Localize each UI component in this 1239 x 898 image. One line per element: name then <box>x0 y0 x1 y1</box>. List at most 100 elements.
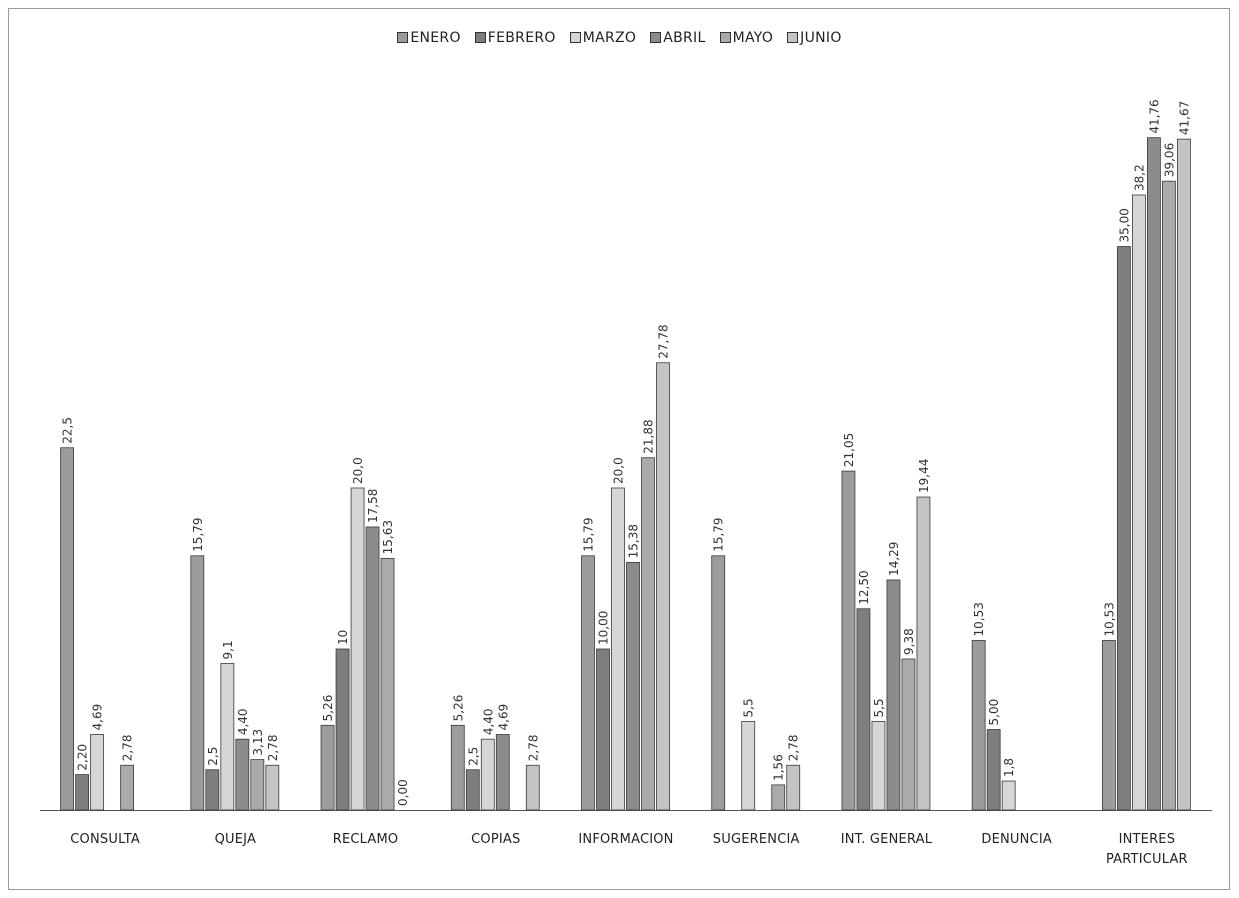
legend-label: ENERO <box>410 30 461 46</box>
legend-item-junio: JUNIO <box>787 30 842 46</box>
data-label: 15,63 <box>381 520 395 554</box>
data-label: 15,79 <box>582 517 596 551</box>
bar-enero <box>60 447 75 811</box>
bar-junio <box>1176 138 1191 811</box>
bar-enero <box>711 555 726 811</box>
data-label: 2,78 <box>526 735 540 762</box>
legend-label: JUNIO <box>800 30 842 46</box>
bar-enero <box>971 640 986 811</box>
bar-mayo <box>771 784 786 811</box>
category-label: DENUNCIA <box>981 832 1052 847</box>
data-label: 2,5 <box>206 747 220 766</box>
bar-marzo <box>480 738 495 811</box>
bar-abril <box>886 579 901 811</box>
bar-marzo <box>611 487 625 811</box>
legend-swatch <box>787 31 799 43</box>
data-label: 4,69 <box>496 704 510 731</box>
category-label: SUGERENCIA <box>713 832 800 847</box>
chart-legend: ENERO FEBRERO MARZO ABRIL MAYO JUNIO <box>0 30 1239 46</box>
data-label: 0,00 <box>396 779 410 806</box>
legend-swatch <box>474 31 486 43</box>
legend-item-mayo: MAYO <box>719 30 774 46</box>
data-label: 17,58 <box>366 489 380 523</box>
bar-mayo <box>1161 180 1176 811</box>
bar-febrero <box>1116 246 1131 811</box>
bar-abril <box>235 738 250 811</box>
legend-label: ABRIL <box>663 30 706 46</box>
data-label: 5,00 <box>987 699 1001 726</box>
data-label: 9,38 <box>902 628 916 655</box>
bar-febrero <box>205 769 220 811</box>
data-label: 4,40 <box>481 708 495 735</box>
bar-marzo <box>350 487 365 811</box>
bar-febrero <box>75 774 90 811</box>
bar-enero <box>190 555 205 811</box>
data-label: 21,05 <box>842 433 856 467</box>
bar-enero <box>450 724 465 811</box>
data-label: 15,79 <box>191 517 205 551</box>
bar-mayo <box>250 759 265 811</box>
data-label: 10 <box>336 630 350 645</box>
legend-swatch <box>569 31 581 43</box>
data-label: 15,79 <box>712 517 726 551</box>
bar-junio <box>525 764 540 811</box>
legend-swatch <box>719 31 731 43</box>
data-label: 1,56 <box>772 754 786 781</box>
bar-mayo <box>641 457 655 811</box>
bar-junio <box>786 764 801 811</box>
data-label: 27,78 <box>657 324 671 358</box>
chart-frame <box>8 8 1230 890</box>
data-label: 5,5 <box>872 698 886 717</box>
data-label: 41,67 <box>1177 101 1191 135</box>
bar-enero <box>320 724 335 811</box>
legend-item-marzo: MARZO <box>569 30 637 46</box>
bar-marzo <box>1131 194 1146 811</box>
data-label: 39,06 <box>1162 143 1176 177</box>
data-label: 21,88 <box>642 419 656 453</box>
data-label: 19,44 <box>917 459 931 493</box>
legend-label: MAYO <box>732 30 774 46</box>
bar-marzo <box>1001 780 1016 811</box>
bar-febrero <box>335 648 350 811</box>
bar-febrero <box>856 608 871 811</box>
bar-mayo <box>901 658 916 811</box>
data-label: 41,76 <box>1147 99 1161 133</box>
bar-enero <box>1101 640 1116 811</box>
legend-item-febrero: FEBRERO <box>474 30 556 46</box>
data-label: 9,1 <box>221 640 235 659</box>
data-label: 2,20 <box>76 744 90 771</box>
bar-febrero <box>596 648 610 811</box>
data-label: 10,53 <box>1102 602 1116 636</box>
category-label: QUEJA <box>215 832 256 847</box>
data-label: 2,78 <box>266 735 280 762</box>
category-label: RECLAMO <box>333 832 399 847</box>
data-label: 12,50 <box>857 570 871 604</box>
bar-abril <box>495 734 510 811</box>
bar-junio <box>656 362 670 811</box>
data-label: 1,8 <box>1002 758 1016 777</box>
data-label: 5,26 <box>321 695 335 722</box>
legend-label: FEBRERO <box>487 30 556 46</box>
bar-abril <box>1146 137 1161 811</box>
data-label: 10,53 <box>972 602 986 636</box>
bar-marzo <box>741 721 756 811</box>
data-label: 4,40 <box>236 708 250 735</box>
bar-enero <box>841 470 856 811</box>
data-label: 2,78 <box>787 735 801 762</box>
data-label: 3,13 <box>251 729 265 756</box>
bar-enero <box>581 555 595 811</box>
legend-item-enero: ENERO <box>397 30 460 46</box>
data-label: 10,00 <box>597 611 611 645</box>
bar-junio <box>265 764 280 811</box>
bar-junio <box>916 496 931 811</box>
data-label: 2,5 <box>466 747 480 766</box>
category-label: INTERES PARTICULAR <box>1106 832 1188 867</box>
category-label: CONSULTA <box>70 832 140 847</box>
bar-febrero <box>465 769 480 811</box>
legend-item-abril: ABRIL <box>650 30 705 46</box>
legend-swatch <box>397 31 409 43</box>
bar-marzo <box>90 734 105 811</box>
data-label: 14,29 <box>887 542 901 576</box>
category-label: COPIAS <box>471 832 520 847</box>
